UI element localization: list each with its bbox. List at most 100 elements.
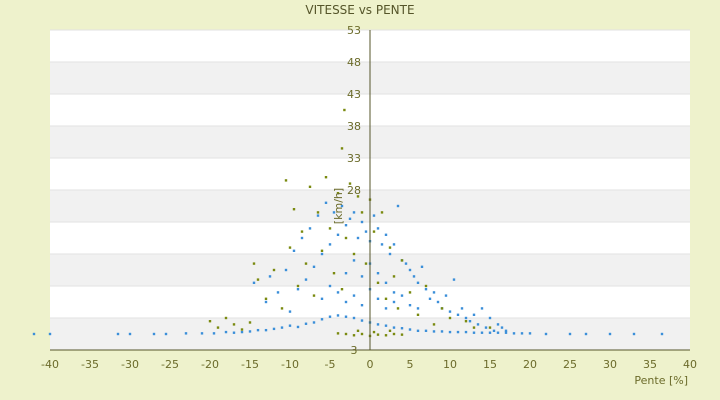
data-point-series-2 xyxy=(324,176,328,179)
y-tick-label: 48 xyxy=(347,56,361,69)
x-tick-label: -40 xyxy=(41,358,59,371)
data-point-series-2 xyxy=(352,334,356,337)
data-point-series-2 xyxy=(384,334,388,337)
data-point-series-1 xyxy=(288,324,292,327)
data-point-series-2 xyxy=(432,323,436,326)
data-point-series-2 xyxy=(392,275,396,278)
data-point-series-1 xyxy=(348,217,352,220)
x-tick-label: 0 xyxy=(367,358,374,371)
data-point-series-1 xyxy=(504,329,508,332)
data-point-series-1 xyxy=(116,332,120,336)
data-point-series-1 xyxy=(408,328,412,331)
data-point-series-1 xyxy=(284,268,288,272)
data-point-series-1 xyxy=(48,332,52,336)
data-point-series-1 xyxy=(300,236,304,240)
data-point-series-1 xyxy=(412,275,416,278)
data-point-series-1 xyxy=(360,319,364,322)
data-point-series-1 xyxy=(232,331,236,334)
data-point-series-2 xyxy=(372,230,376,233)
data-points xyxy=(32,108,664,338)
data-point-series-2 xyxy=(284,179,288,182)
x-tick-label: 35 xyxy=(643,358,657,371)
data-point-series-1 xyxy=(424,329,428,332)
x-tick-label: 15 xyxy=(483,358,497,371)
data-point-series-1 xyxy=(248,330,252,333)
data-point-series-1 xyxy=(632,332,636,336)
data-point-series-1 xyxy=(336,233,340,236)
data-point-series-1 xyxy=(500,326,504,329)
data-point-series-2 xyxy=(448,316,452,320)
data-point-series-2 xyxy=(248,321,252,324)
data-point-series-2 xyxy=(316,211,320,214)
data-point-series-1 xyxy=(344,315,348,318)
data-point-series-2 xyxy=(300,230,304,233)
data-point-series-2 xyxy=(464,320,468,323)
data-point-series-1 xyxy=(432,330,436,333)
data-point-series-1 xyxy=(252,281,256,284)
data-point-series-1 xyxy=(336,291,340,294)
data-point-series-1 xyxy=(424,288,428,291)
y-tick-label: 33 xyxy=(347,152,361,165)
data-point-series-1 xyxy=(428,297,432,300)
data-point-series-1 xyxy=(568,332,572,336)
data-point-series-2 xyxy=(343,108,346,112)
data-point-series-1 xyxy=(512,332,516,335)
data-point-series-1 xyxy=(328,284,332,288)
data-point-series-1 xyxy=(584,332,588,336)
data-point-series-1 xyxy=(164,332,168,336)
data-point-series-2 xyxy=(344,236,348,240)
data-point-series-2 xyxy=(392,332,396,336)
data-point-series-1 xyxy=(344,224,348,227)
x-axis-label: Pente [%] xyxy=(634,374,688,387)
data-point-series-1 xyxy=(464,330,468,334)
data-point-series-2 xyxy=(252,262,256,265)
data-point-series-2 xyxy=(208,320,212,323)
data-point-series-2 xyxy=(312,294,316,297)
data-point-series-1 xyxy=(472,331,476,334)
x-tick-label: 20 xyxy=(523,358,537,371)
data-point-series-2 xyxy=(264,297,268,300)
data-point-series-1 xyxy=(376,297,380,300)
data-point-series-1 xyxy=(276,291,280,294)
data-point-series-1 xyxy=(384,307,388,310)
x-tick-label: 30 xyxy=(603,358,617,371)
data-point-series-1 xyxy=(344,300,348,304)
data-point-series-1 xyxy=(436,300,440,304)
data-point-series-1 xyxy=(528,332,532,335)
data-point-series-1 xyxy=(472,313,476,316)
data-point-series-1 xyxy=(488,316,492,320)
data-point-series-2 xyxy=(372,330,376,334)
data-point-series-1 xyxy=(480,331,484,334)
data-point-series-1 xyxy=(268,275,272,278)
data-point-series-1 xyxy=(128,332,132,336)
data-point-series-1 xyxy=(360,304,364,307)
data-point-series-1 xyxy=(376,323,380,326)
data-point-series-2 xyxy=(416,313,420,316)
data-point-series-1 xyxy=(152,332,156,336)
y-axis-label: [km/h] xyxy=(332,188,345,224)
y-tick-label: 53 xyxy=(347,24,361,37)
data-point-series-1 xyxy=(384,233,388,236)
data-point-series-1 xyxy=(340,204,344,208)
data-point-series-2 xyxy=(376,333,380,336)
data-point-series-1 xyxy=(660,332,664,336)
data-point-series-2 xyxy=(288,246,292,249)
x-tick-label: -30 xyxy=(121,358,139,371)
data-point-series-2 xyxy=(400,259,404,262)
data-point-series-1 xyxy=(316,214,320,217)
data-point-series-1 xyxy=(448,310,452,313)
data-point-series-2 xyxy=(360,332,364,336)
data-point-series-2 xyxy=(488,326,492,329)
data-point-series-2 xyxy=(440,307,444,310)
y-tick-label: 43 xyxy=(347,88,361,101)
data-point-series-2 xyxy=(320,249,324,252)
data-point-series-1 xyxy=(444,294,448,297)
data-point-series-2 xyxy=(364,262,368,265)
data-point-series-1 xyxy=(384,281,388,284)
y-tick-label: 38 xyxy=(347,120,361,133)
data-point-series-1 xyxy=(484,326,488,329)
data-point-series-2 xyxy=(328,227,332,230)
data-point-series-2 xyxy=(336,192,340,195)
y-tick-labels: 3 28 33 38 43 48 53 xyxy=(347,24,361,357)
